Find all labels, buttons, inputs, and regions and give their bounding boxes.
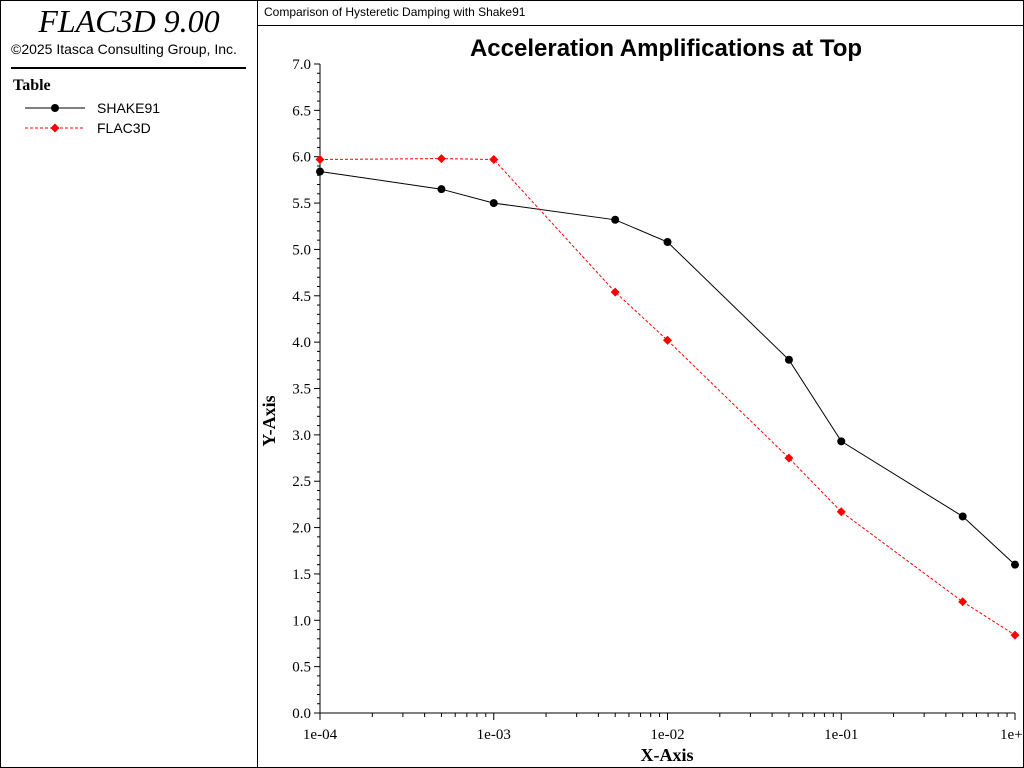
- data-point-shake91: [316, 167, 324, 176]
- y-axis-label: Y-Axis: [259, 395, 279, 446]
- x-axis-label: X-Axis: [641, 745, 694, 765]
- y-tick-label: 3.5: [292, 382, 311, 398]
- series-line-shake91: [319, 171, 1016, 566]
- circle-marker-icon: [51, 104, 59, 112]
- divider: [11, 67, 246, 69]
- data-point-flac3d: [489, 154, 499, 164]
- x-tick-label: 1e-03: [477, 727, 511, 743]
- y-tick-label: 1.5: [292, 567, 311, 583]
- data-point-flac3d: [784, 453, 794, 463]
- app-title: FLAC3D 9.00: [38, 3, 220, 39]
- legend-label-flac3d: FLAC3D: [97, 120, 151, 136]
- data-point-shake91: [837, 437, 846, 446]
- data-point-flac3d: [958, 597, 968, 607]
- data-point-flac3d: [663, 335, 672, 345]
- x-tick-label: 1e-04: [303, 727, 338, 743]
- x-tick-label: 1e-02: [650, 727, 684, 743]
- chart-series: [315, 154, 1020, 640]
- y-tick-label: 2.0: [292, 521, 311, 537]
- chart: Acceleration Amplifications at Top 0.00.…: [259, 35, 1023, 765]
- x-tick-label: 1e-01: [824, 727, 858, 743]
- legend-swatch-flac3d: [25, 123, 85, 133]
- data-point-flac3d: [610, 287, 620, 297]
- data-point-shake91: [611, 215, 620, 224]
- y-tick-label: 5.5: [292, 196, 311, 212]
- x-tick-label: 1e+0: [1000, 727, 1023, 743]
- y-tick-label: 5.0: [292, 242, 311, 258]
- y-tick-label: 0.5: [292, 660, 311, 676]
- data-point-flac3d: [1010, 630, 1020, 640]
- plot-header-title: Comparison of Hysteretic Damping with Sh…: [264, 5, 526, 19]
- data-point-shake91: [437, 185, 446, 194]
- y-tick-label: 4.5: [292, 289, 311, 305]
- chart-title: Acceleration Amplifications at Top: [470, 35, 862, 62]
- y-tick-label: 6.0: [292, 150, 311, 166]
- data-point-flac3d: [436, 154, 446, 164]
- data-point-flac3d: [836, 507, 846, 517]
- legend-panel: FLAC3D 9.00 ©2025 Itasca Consulting Grou…: [1, 1, 258, 767]
- data-point-shake91: [1011, 560, 1019, 569]
- y-tick-label: 2.5: [292, 474, 311, 490]
- diamond-marker-icon: [50, 123, 60, 133]
- series-line-flac3d: [319, 158, 1016, 636]
- legend-swatch-shake91: [25, 104, 85, 112]
- legend-label-shake91: SHAKE91: [97, 100, 161, 116]
- y-tick-label: 7.0: [292, 57, 311, 73]
- data-point-shake91: [958, 512, 967, 521]
- copyright-text: ©2025 Itasca Consulting Group, Inc.: [11, 41, 237, 57]
- data-point-flac3d: [315, 154, 325, 164]
- y-tick-label: 1.0: [292, 613, 311, 629]
- data-point-shake91: [663, 238, 672, 247]
- y-tick-label: 0.0: [292, 706, 311, 722]
- data-point-shake91: [784, 355, 793, 364]
- y-tick-label: 6.5: [292, 103, 311, 119]
- data-point-shake91: [489, 199, 498, 208]
- plot-header: Comparison of Hysteretic Damping with Sh…: [258, 1, 1024, 26]
- y-tick-label: 3.0: [292, 428, 311, 444]
- y-tick-label: 4.0: [292, 335, 311, 351]
- chart-axes: 0.0 0.5 1.0 1.5 2.0 2.5 3.0 3.5 4.0 4.5 5.0 5.5 6.0 6…: [292, 57, 1023, 743]
- legend-heading: Table: [13, 77, 51, 94]
